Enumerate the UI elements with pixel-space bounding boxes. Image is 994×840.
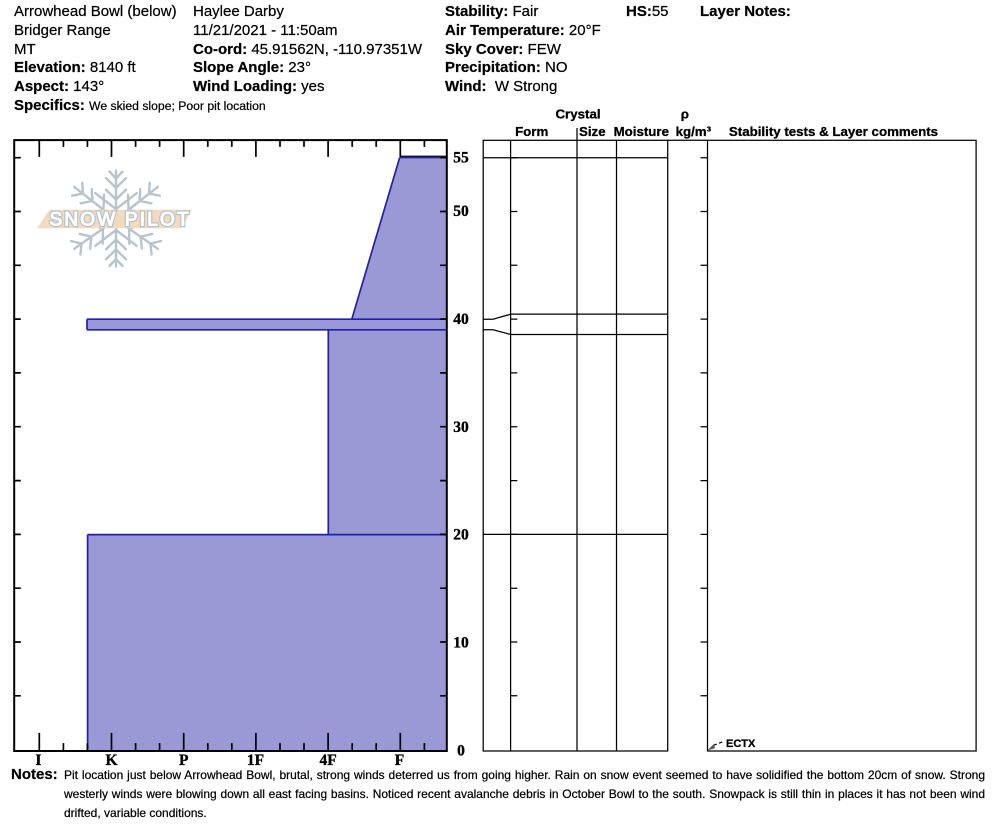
svg-text:Stability tests & Layer commen: Stability tests & Layer comments: [729, 124, 938, 139]
svg-text:F: F: [395, 752, 404, 769]
svg-text:Crystal: Crystal: [555, 106, 600, 121]
svg-text:K: K: [105, 752, 117, 769]
svg-text:0: 0: [457, 743, 465, 760]
svg-text:1F: 1F: [247, 752, 264, 769]
svg-text:40: 40: [453, 311, 469, 328]
svg-text:kg/m³: kg/m³: [676, 124, 712, 139]
svg-text:4F: 4F: [319, 752, 336, 769]
svg-text:ρ: ρ: [681, 106, 689, 121]
svg-text:50: 50: [453, 203, 469, 220]
svg-text:SNOW PILOT: SNOW PILOT: [50, 210, 191, 231]
svg-text:Form: Form: [515, 124, 548, 139]
svg-text:30: 30: [453, 419, 469, 436]
svg-text:Size: Size: [579, 124, 606, 139]
svg-text:P: P: [179, 752, 189, 769]
svg-text:Moisture: Moisture: [614, 124, 669, 139]
svg-text:ECTX: ECTX: [726, 738, 756, 750]
svg-text:I: I: [35, 752, 41, 769]
svg-text:10: 10: [453, 635, 469, 652]
svg-text:55: 55: [453, 149, 469, 166]
svg-text:20: 20: [453, 527, 469, 544]
svg-text:SNOW PILOT: SNOW PILOT: [50, 210, 191, 231]
